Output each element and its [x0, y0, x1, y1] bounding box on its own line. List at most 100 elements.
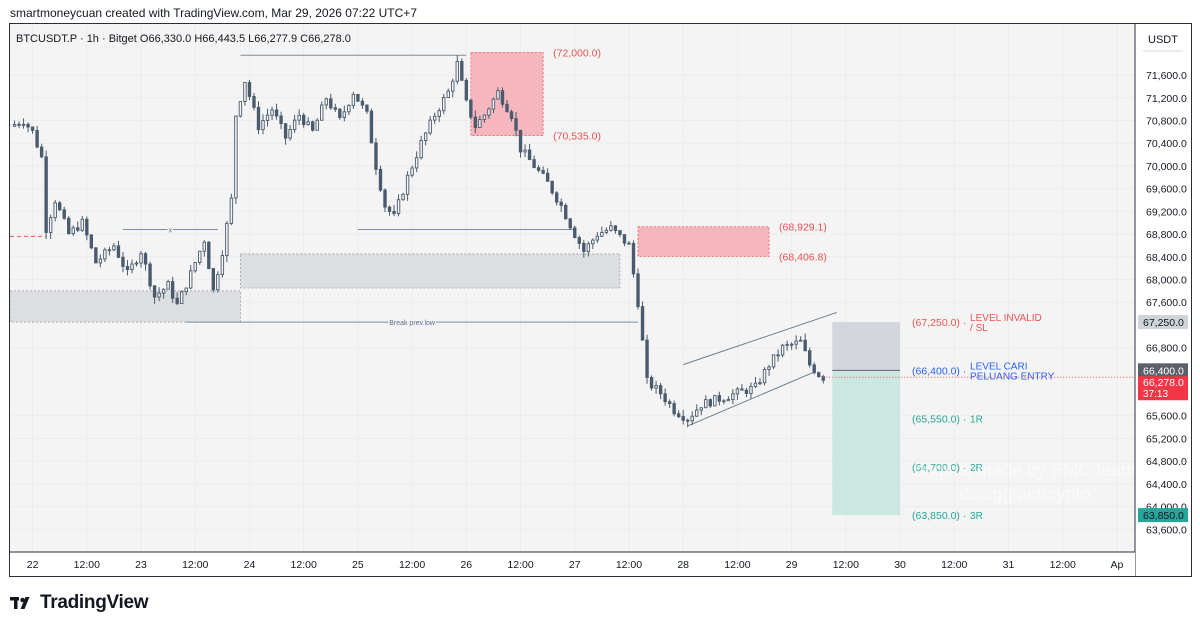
candle-body: [627, 242, 631, 245]
candle-body: [500, 90, 505, 105]
candle-body: [798, 339, 803, 342]
candle-body: [283, 123, 288, 139]
candle-body: [672, 403, 676, 415]
candle-body: [76, 227, 80, 231]
candle-body: [356, 93, 360, 102]
x-tick-label: 12:00: [833, 559, 859, 571]
candle-body: [198, 250, 202, 263]
position-level-label-2: (65,550.0) ·: [912, 414, 966, 426]
candle-body: [247, 82, 252, 97]
price-chart[interactable]: (72,000.0) (70,535.0) (68,929.1) (68,406.8)…: [10, 24, 1191, 576]
candle-body: [622, 234, 627, 244]
candle-body: [437, 110, 441, 117]
x-tick-label: 28: [677, 559, 689, 571]
watermark-line-1: original made by SMC team: [914, 460, 1136, 480]
x-tick-label: 31: [1003, 559, 1015, 571]
candle-body: [67, 217, 71, 235]
y-tick-label: 65,600.0: [1146, 411, 1187, 423]
x-tick-label: 12:00: [1050, 559, 1076, 571]
candle-body: [442, 97, 446, 112]
candle-body: [713, 395, 717, 407]
candle-body: [509, 111, 514, 120]
x-tick-label: Ap: [1111, 559, 1124, 571]
candle-body: [428, 119, 432, 134]
candle-body: [609, 225, 613, 231]
candle-body: [288, 129, 292, 139]
candle-body: [315, 119, 319, 131]
candle-body: [80, 218, 84, 231]
candle-body: [423, 132, 428, 142]
x-tick-label: 30: [894, 559, 906, 571]
candle-body: [351, 93, 356, 106]
candle-body: [649, 376, 654, 389]
candle-body: [631, 242, 636, 275]
candle-body: [243, 82, 247, 103]
y-tick-label: 65,200.0: [1146, 433, 1187, 445]
x-tick-label: 12:00: [399, 559, 425, 571]
y-tick-label: 70,400.0: [1146, 138, 1187, 150]
candle-body: [148, 263, 152, 287]
candle-body: [234, 115, 238, 199]
tradingview-branding[interactable]: TradingView: [10, 590, 149, 616]
candle-body: [134, 262, 139, 265]
candle-body: [347, 104, 351, 113]
x-tick-label: 12:00: [616, 559, 642, 571]
price-tag-bg-2: [1138, 508, 1188, 523]
candle-body: [550, 180, 554, 194]
position-level-label-0: (67,250.0) ·: [912, 317, 966, 329]
x-tick-label: 12:00: [182, 559, 208, 571]
candle-body: [21, 123, 26, 126]
supply-zone-1: [637, 226, 770, 257]
candle-body: [324, 98, 328, 106]
candle-body: [803, 339, 807, 352]
candle-body: [690, 415, 694, 422]
watermark-line-2: dsc.gg/actcrypto: [959, 484, 1090, 504]
candle-body: [523, 149, 527, 153]
candle-body: [469, 99, 473, 118]
candle-body: [699, 407, 703, 411]
demand-zone-3: [240, 253, 621, 289]
candle-body: [695, 409, 699, 417]
candle-body: [103, 249, 107, 260]
position-level-note-1: LEVEL CARI: [970, 361, 1027, 372]
candle-body: [771, 354, 776, 368]
candle-body: [446, 90, 450, 98]
last-price-tag-bg: [1138, 376, 1188, 401]
zone-label-top: (68,929.1): [779, 222, 827, 234]
y-tick-label: 70,000.0: [1146, 161, 1187, 173]
candle-body: [270, 109, 274, 116]
candle-body: [26, 123, 30, 128]
candle-body: [808, 350, 812, 366]
candle-body: [53, 202, 57, 219]
candle-body: [193, 262, 197, 272]
candle-body: [94, 247, 98, 264]
y-tick-label: 69,200.0: [1146, 206, 1187, 218]
x-tick-label: 12:00: [507, 559, 533, 571]
candle-body: [170, 281, 175, 299]
candle-body: [161, 288, 166, 294]
price-tag-label-1: 66,400.0: [1143, 365, 1184, 377]
zone-label-bottom: (70,535.0): [553, 131, 601, 143]
channel-upper-line: [683, 311, 837, 366]
zone-label-top: (72,000.0): [553, 47, 601, 59]
x-tick-label: 12:00: [74, 559, 100, 571]
y-tick-label: 64,800.0: [1146, 456, 1187, 468]
tradingview-logo-icon: [10, 597, 30, 609]
chart-frame[interactable]: (72,000.0) (70,535.0) (68,929.1) (68,406.8)…: [9, 23, 1192, 577]
candle-body: [676, 413, 681, 418]
candle-body: [460, 60, 464, 81]
candle-body: [604, 229, 609, 233]
candle-body: [419, 140, 423, 159]
candle-body: [686, 419, 690, 422]
candle-body: [333, 107, 337, 110]
candle-body: [564, 204, 568, 220]
candle-body: [554, 192, 559, 203]
candle-body: [487, 108, 491, 116]
candle-body: [681, 416, 685, 421]
candle-body: [12, 123, 17, 127]
candle-body: [726, 399, 731, 402]
candle-body: [591, 239, 595, 245]
candle-body: [179, 291, 184, 305]
x-tick-label: 24: [244, 559, 256, 571]
candle-body: [514, 118, 518, 131]
